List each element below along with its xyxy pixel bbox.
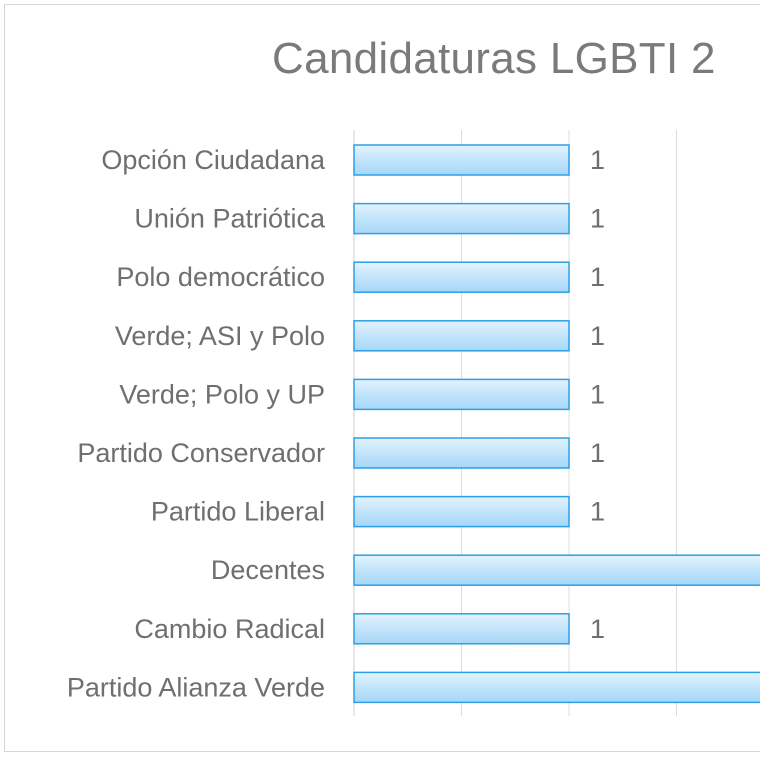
category-label: Cambio Radical: [134, 614, 325, 644]
bar: [353, 613, 570, 645]
data-label: 1: [590, 321, 605, 351]
chart-title: Candidaturas LGBTI 2: [272, 34, 716, 83]
data-label: 1: [590, 262, 605, 292]
bar: [353, 144, 570, 176]
category-label: Decentes: [211, 555, 325, 585]
bar: [353, 554, 760, 586]
bar: [353, 437, 570, 469]
data-label: 1: [590, 379, 605, 409]
bar: [353, 495, 570, 528]
category-label: Verde; Polo y UP: [119, 379, 325, 409]
category-label: Opción Ciudadana: [101, 145, 326, 175]
data-label: 1: [590, 438, 605, 468]
data-label: 1: [590, 145, 605, 175]
data-label: 1: [590, 204, 605, 234]
category-label: Unión Patriótica: [134, 204, 326, 234]
bar: [353, 378, 570, 411]
bar: [353, 320, 570, 352]
category-label: Partido Alianza Verde: [67, 672, 325, 702]
category-label: Partido Conservador: [77, 438, 325, 468]
bar: [353, 261, 570, 293]
data-label: 1: [590, 614, 605, 644]
category-label: Partido Liberal: [151, 497, 325, 527]
bar: [353, 202, 570, 235]
category-label: Verde; ASI y Polo: [115, 321, 325, 351]
bar: [353, 671, 760, 704]
category-label: Polo democrático: [116, 262, 325, 292]
data-label: 1: [590, 497, 605, 527]
